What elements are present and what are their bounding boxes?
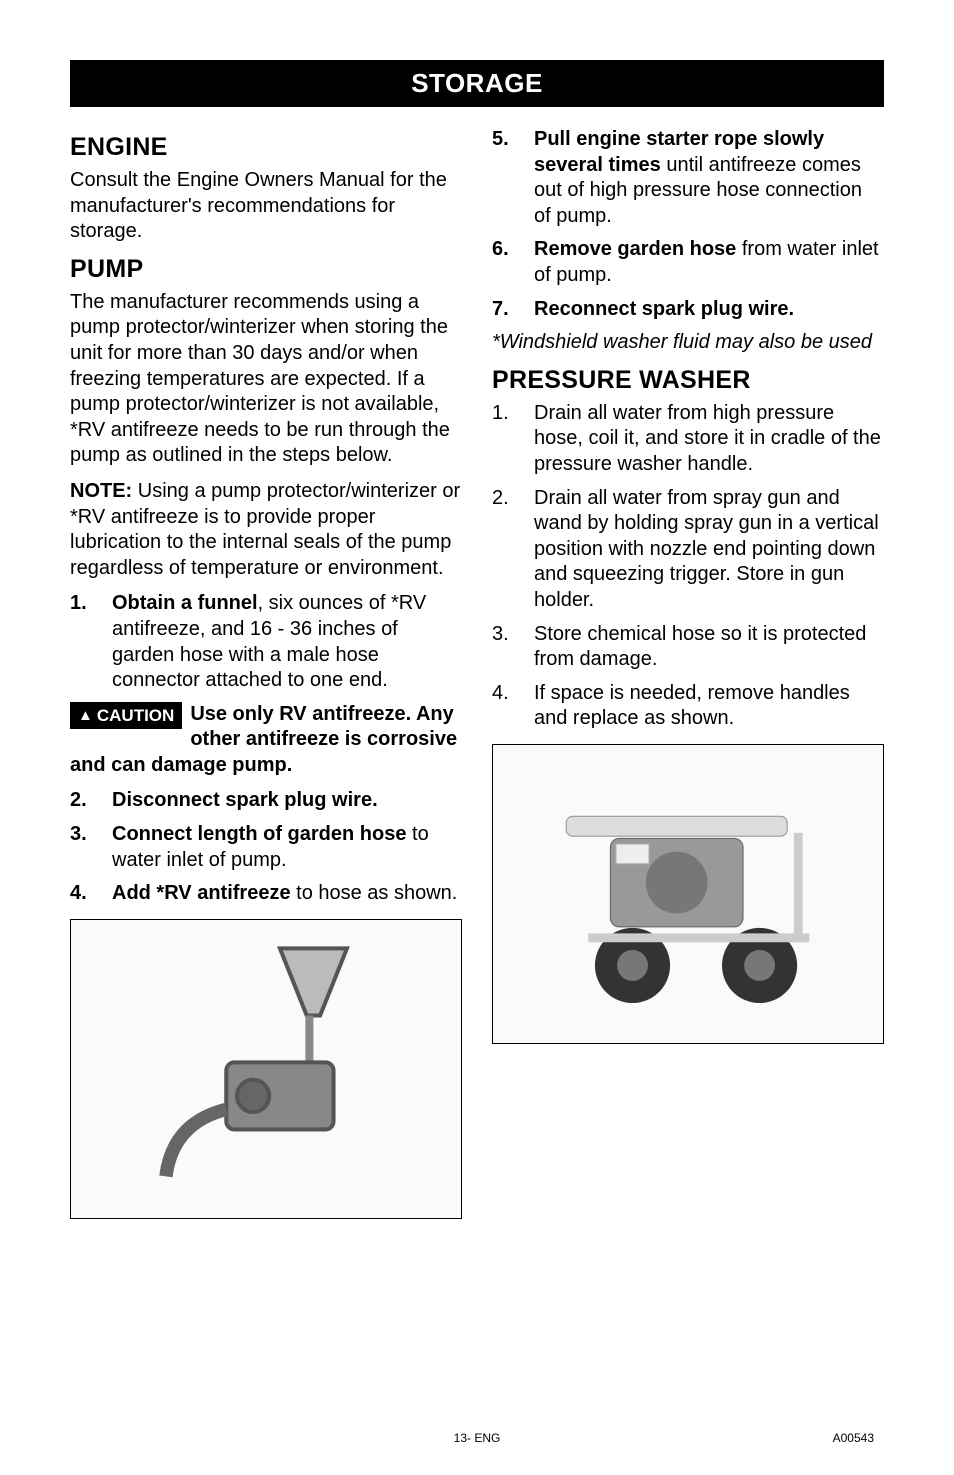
heading-pump: PUMP [70, 255, 462, 284]
document-code: A00543 [833, 1431, 874, 1445]
page-number-center: 13- ENG [454, 1431, 501, 1445]
list-body: Pull engine starter rope slowly several … [534, 127, 884, 229]
list-bold: Add *RV antifreeze [112, 882, 291, 904]
heading-pressure-washer: PRESSURE WASHER [492, 366, 884, 395]
windshield-footnote: *Windshield washer fluid may also be use… [492, 330, 884, 356]
caution-block: ▲CAUTION Use only RV antifreeze. Any oth… [70, 702, 462, 779]
right-column: 5. Pull engine starter rope slowly sever… [492, 127, 884, 1219]
list-number: 4. [492, 681, 534, 732]
list-item: 2. Drain all water from spray gun and wa… [492, 486, 884, 614]
list-body: Store chemical hose so it is protected f… [534, 622, 884, 673]
list-bold: Connect length of garden hose [112, 823, 406, 845]
list-number: 4. [70, 881, 112, 907]
list-item: 4. Add *RV antifreeze to hose as shown. [70, 881, 462, 907]
list-item: 2. Disconnect spark plug wire. [70, 788, 462, 814]
list-number: 1. [492, 401, 534, 478]
list-body: Drain all water from spray gun and wand … [534, 486, 884, 614]
list-item: 3. Store chemical hose so it is protecte… [492, 622, 884, 673]
pump-note: NOTE: Using a pump protector/winterizer … [70, 479, 462, 581]
engine-paragraph: Consult the Engine Owners Manual for the… [70, 168, 462, 245]
list-body: Reconnect spark plug wire. [534, 297, 884, 323]
list-item: 4. If space is needed, remove handles an… [492, 681, 884, 732]
list-body: Connect length of garden hose to water i… [112, 822, 462, 873]
list-bold: Disconnect spark plug wire. [112, 789, 378, 811]
warning-triangle-icon: ▲ [78, 706, 93, 725]
heading-engine: ENGINE [70, 133, 462, 162]
caution-badge: ▲CAUTION [70, 702, 182, 730]
list-body: Add *RV antifreeze to hose as shown. [112, 881, 462, 907]
list-item: 1. Obtain a funnel, six ounces of *RV an… [70, 591, 462, 693]
pressure-washer-illustration-icon [522, 767, 854, 1020]
list-item: 6. Remove garden hose from water inlet o… [492, 237, 884, 288]
note-label: NOTE: [70, 480, 132, 502]
list-rest: to hose as shown. [291, 882, 458, 904]
list-body: Disconnect spark plug wire. [112, 788, 462, 814]
list-body: If space is needed, remove handles and r… [534, 681, 884, 732]
list-body: Drain all water from high pressure hose,… [534, 401, 884, 478]
list-body: Obtain a funnel, six ounces of *RV antif… [112, 591, 462, 693]
funnel-illustration-icon [130, 935, 403, 1203]
list-number: 3. [70, 822, 112, 873]
left-column: ENGINE Consult the Engine Owners Manual … [70, 127, 462, 1219]
list-number: 1. [70, 591, 112, 693]
list-item: 1. Drain all water from high pressure ho… [492, 401, 884, 478]
section-banner: STORAGE [70, 60, 884, 107]
list-number: 2. [492, 486, 534, 614]
list-bold: Obtain a funnel [112, 592, 258, 614]
list-number: 2. [70, 788, 112, 814]
list-number: 3. [492, 622, 534, 673]
list-item: 5. Pull engine starter rope slowly sever… [492, 127, 884, 229]
two-column-layout: ENGINE Consult the Engine Owners Manual … [70, 127, 884, 1219]
pump-paragraph-1: The manufacturer recommends using a pump… [70, 290, 462, 469]
list-bold: Remove garden hose [534, 238, 736, 260]
list-item: 3. Connect length of garden hose to wate… [70, 822, 462, 873]
list-item: 7. Reconnect spark plug wire. [492, 297, 884, 323]
list-body: Remove garden hose from water inlet of p… [534, 237, 884, 288]
list-number: 5. [492, 127, 534, 229]
list-number: 6. [492, 237, 534, 288]
funnel-hose-image [70, 919, 462, 1219]
list-number: 7. [492, 297, 534, 323]
pressure-washer-image [492, 744, 884, 1044]
caution-badge-text: CAUTION [97, 705, 174, 727]
